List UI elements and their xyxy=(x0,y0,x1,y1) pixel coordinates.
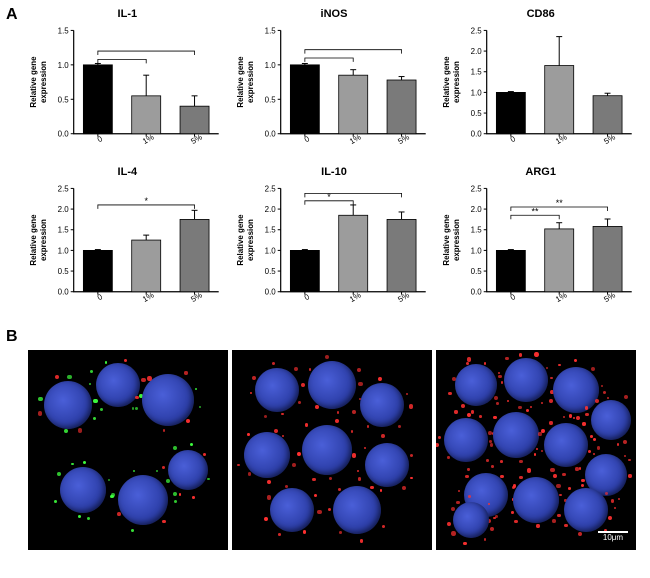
chart-svg: 0.0 0.5 1.0 1.5 Relative geneexpression 0 1% 5% xyxy=(28,24,227,160)
svg-text:1%: 1% xyxy=(554,133,568,147)
microscopy-image-0: PLA xyxy=(28,350,228,550)
chart-svg: 0.0 0.5 1.0 1.5 2.0 2.5 Relative geneexpressio… xyxy=(28,182,227,318)
svg-text:0: 0 xyxy=(509,292,518,302)
chart-title: iNOS xyxy=(321,8,348,20)
svg-text:0.0: 0.0 xyxy=(471,130,483,139)
panel-a-label: A xyxy=(6,6,18,24)
svg-text:1.5: 1.5 xyxy=(58,26,70,35)
svg-text:0.0: 0.0 xyxy=(471,288,483,297)
chart-arg1: ARG1 0.0 0.5 1.0 1.5 2.0 2.5 Relative geneexpre… xyxy=(441,166,640,318)
chart-il10: IL-10 0.0 0.5 1.0 1.5 2.0 2.5 Relative geneexpr… xyxy=(235,166,434,318)
svg-text:1.5: 1.5 xyxy=(58,226,70,235)
svg-text:Relative geneexpression: Relative geneexpression xyxy=(442,56,461,108)
svg-text:1%: 1% xyxy=(141,133,155,147)
svg-text:0.0: 0.0 xyxy=(58,130,70,139)
svg-text:2.0: 2.0 xyxy=(58,205,70,214)
microscopy-image-1: 1% xyxy=(232,350,432,550)
chart-il4: IL-4 0.0 0.5 1.0 1.5 2.0 2.5 Relative geneexpre… xyxy=(28,166,227,318)
chart-svg: 0.0 0.5 1.0 1.5 2.0 2.5 Relative geneexpressio… xyxy=(235,182,434,318)
svg-text:0.5: 0.5 xyxy=(264,95,276,104)
chart-title: IL-1 xyxy=(118,8,138,20)
chart-svg: 0.0 0.5 1.0 1.5 2.0 2.5 Relative geneexpressio… xyxy=(441,24,640,160)
charts-grid: IL-10.00.51.01.5Relative geneexpression0… xyxy=(28,8,640,318)
chart-title: IL-10 xyxy=(321,166,347,178)
svg-text:5%: 5% xyxy=(189,291,203,305)
svg-text:5%: 5% xyxy=(396,291,410,305)
svg-text:2.0: 2.0 xyxy=(471,47,483,56)
microscopy-image-2: 5%10μm xyxy=(436,350,636,550)
svg-text:2.0: 2.0 xyxy=(264,205,276,214)
images-row: PLA1%5%10μm xyxy=(28,350,640,550)
svg-text:1.0: 1.0 xyxy=(471,88,483,97)
svg-text:0: 0 xyxy=(509,134,518,144)
svg-text:1%: 1% xyxy=(348,133,362,147)
svg-text:1%: 1% xyxy=(554,291,568,305)
svg-text:0.0: 0.0 xyxy=(264,288,276,297)
chart-inos: iNOS0.00.51.01.5Relative geneexpression0… xyxy=(235,8,434,160)
chart-svg: 0.0 0.5 1.0 1.5 2.0 2.5 Relative geneexpressio… xyxy=(441,182,640,318)
svg-text:5%: 5% xyxy=(603,133,617,147)
svg-text:Relative geneexpression: Relative geneexpression xyxy=(442,214,461,266)
svg-text:0.5: 0.5 xyxy=(264,267,276,276)
chart-title: IL-4 xyxy=(118,166,138,178)
svg-text:5%: 5% xyxy=(189,133,203,147)
svg-text:1.0: 1.0 xyxy=(471,246,483,255)
svg-text:1.0: 1.0 xyxy=(58,61,70,70)
chart-title: ARG1 xyxy=(525,166,556,178)
chart-svg: 0.0 0.5 1.0 1.5 Relative geneexpression 0 1% 5% xyxy=(235,24,434,160)
svg-text:2.5: 2.5 xyxy=(471,26,483,35)
svg-text:Relative geneexpression: Relative geneexpression xyxy=(236,56,255,108)
chart-title: CD86 xyxy=(527,8,555,20)
svg-text:1.0: 1.0 xyxy=(264,61,276,70)
svg-text:2.5: 2.5 xyxy=(471,184,483,193)
svg-text:**: ** xyxy=(556,198,563,208)
svg-text:0: 0 xyxy=(302,292,311,302)
svg-text:**: ** xyxy=(532,206,539,216)
svg-text:Relative geneexpression: Relative geneexpression xyxy=(236,214,255,266)
svg-text:2.5: 2.5 xyxy=(264,184,276,193)
svg-text:1%: 1% xyxy=(348,291,362,305)
svg-text:1.5: 1.5 xyxy=(264,26,276,35)
svg-text:2.5: 2.5 xyxy=(58,184,70,193)
svg-text:0: 0 xyxy=(302,134,311,144)
scale-bar: 10μm xyxy=(598,531,628,542)
svg-text:1.0: 1.0 xyxy=(58,246,70,255)
svg-text:1%: 1% xyxy=(141,291,155,305)
svg-text:0.5: 0.5 xyxy=(58,267,70,276)
svg-text:0: 0 xyxy=(96,134,105,144)
svg-text:Relative geneexpression: Relative geneexpression xyxy=(29,56,48,108)
svg-text:0.5: 0.5 xyxy=(471,267,483,276)
svg-text:0.0: 0.0 xyxy=(58,288,70,297)
svg-text:1.5: 1.5 xyxy=(471,226,483,235)
svg-text:1.0: 1.0 xyxy=(264,246,276,255)
svg-text:Relative geneexpression: Relative geneexpression xyxy=(29,214,48,266)
svg-text:2.0: 2.0 xyxy=(471,205,483,214)
svg-text:0.5: 0.5 xyxy=(471,109,483,118)
svg-text:1.5: 1.5 xyxy=(471,68,483,77)
svg-text:0.5: 0.5 xyxy=(58,95,70,104)
svg-text:0: 0 xyxy=(96,292,105,302)
chart-il1: IL-10.00.51.01.5Relative geneexpression0… xyxy=(28,8,227,160)
chart-cd86: CD86 0.0 0.5 1.0 1.5 2.0 2.5 Relative geneexpre… xyxy=(441,8,640,160)
panel-b-label: B xyxy=(6,328,18,346)
svg-text:*: * xyxy=(144,196,148,206)
svg-text:5%: 5% xyxy=(396,133,410,147)
svg-text:0.0: 0.0 xyxy=(264,130,276,139)
svg-text:5%: 5% xyxy=(603,291,617,305)
svg-text:1.5: 1.5 xyxy=(264,226,276,235)
